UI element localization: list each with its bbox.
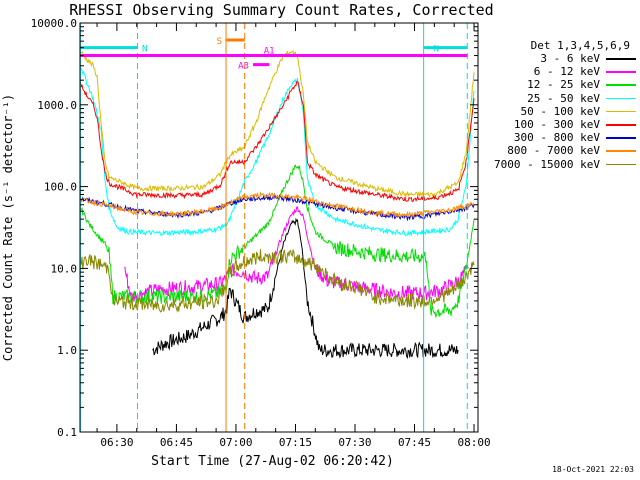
- legend-entry: 3 - 6 keV: [480, 52, 640, 65]
- legend-label: 50 - 100 keV: [520, 104, 600, 118]
- annotation-label-5: A3: [238, 62, 249, 72]
- series-line-5: [80, 50, 475, 199]
- y-tick-label-5: 1000.0: [37, 99, 77, 112]
- legend-swatch: [606, 58, 636, 60]
- chart-title: RHESSI Observing Summary Count Rates, Co…: [69, 1, 494, 19]
- series-line-4: [79, 67, 475, 237]
- legend-swatch: [606, 71, 636, 73]
- legend-entry: 6 - 12 keV: [480, 65, 640, 78]
- x-tick-label-3: 07:00: [219, 436, 252, 449]
- x-tick-label-1: 06:30: [100, 436, 133, 449]
- legend-swatch: [606, 150, 636, 152]
- legend-title: Det 1,3,4,5,6,9: [530, 39, 630, 52]
- legend-entry: 50 - 100 keV: [480, 105, 640, 118]
- y-tick-label-4: 100.0: [44, 181, 77, 194]
- x-tick-label-4: 07:15: [279, 436, 312, 449]
- legend-entry: 7000 - 15000 keV: [480, 158, 640, 171]
- annotation-label-1: N: [142, 45, 147, 55]
- legend-label: 3 - 6 keV: [540, 52, 600, 65]
- legend-label: 300 - 800 keV: [513, 131, 600, 145]
- legend-swatch: [606, 84, 636, 86]
- legend-swatch: [606, 124, 636, 126]
- legend-label: 7000 - 15000 keV: [494, 157, 600, 171]
- legend-swatch: [606, 97, 636, 100]
- legend-label: 12 - 25 keV: [527, 78, 600, 92]
- axes: 0.1 1.0 10.0 100.0 1000.0 10000.0 06:30 06:45 07…: [1, 17, 491, 449]
- series-line-1: [152, 217, 459, 360]
- x-tick-label-5: 07:30: [338, 436, 371, 449]
- legend-label: 6 - 12 keV: [533, 65, 600, 79]
- series-line-8: [79, 191, 475, 219]
- annotation-label-2: N: [434, 45, 439, 55]
- legend-label: 100 - 300 keV: [513, 118, 600, 131]
- x-tick-label-7: 08:00: [457, 436, 490, 449]
- legend-entry: 12 - 25 keV: [480, 78, 640, 91]
- plot-area: N N S A1 A3: [79, 23, 475, 432]
- y-tick-label-6: 10000.0: [31, 17, 77, 30]
- annotation-label-4: A1: [264, 47, 275, 57]
- legend-label: 25 - 50 keV: [527, 91, 600, 105]
- legend-swatch: [606, 163, 636, 166]
- legend-swatch: [606, 110, 636, 113]
- plot-frame: [79, 22, 479, 433]
- legend-entry: 25 - 50 keV: [480, 92, 640, 105]
- legend-swatch: [606, 137, 636, 139]
- y-tick-label-3: 10.0: [51, 262, 78, 275]
- y-axis-title: Corrected Count Rate (s⁻¹ detector⁻¹): [1, 94, 15, 361]
- series-line-9: [79, 248, 475, 313]
- legend-entry: 800 - 7000 keV: [480, 144, 640, 157]
- x-axis-title: Start Time (27-Aug-02 06:20:42): [151, 454, 394, 469]
- legend-entry: 100 - 300 keV: [480, 118, 640, 131]
- x-tick-label-2: 06:45: [160, 436, 193, 449]
- legend-label: 800 - 7000 keV: [507, 144, 600, 158]
- series-line-6: [79, 81, 475, 202]
- date-stamp: 18-Oct-2021 22:03: [552, 465, 634, 474]
- annotation-label-3: S: [217, 37, 222, 47]
- y-tick-label-1: 0.1: [57, 426, 77, 439]
- legend-entry: 300 - 800 keV: [480, 131, 640, 144]
- y-tick-label-2: 1.0: [57, 344, 77, 357]
- x-tick-label-6: 07:45: [398, 436, 431, 449]
